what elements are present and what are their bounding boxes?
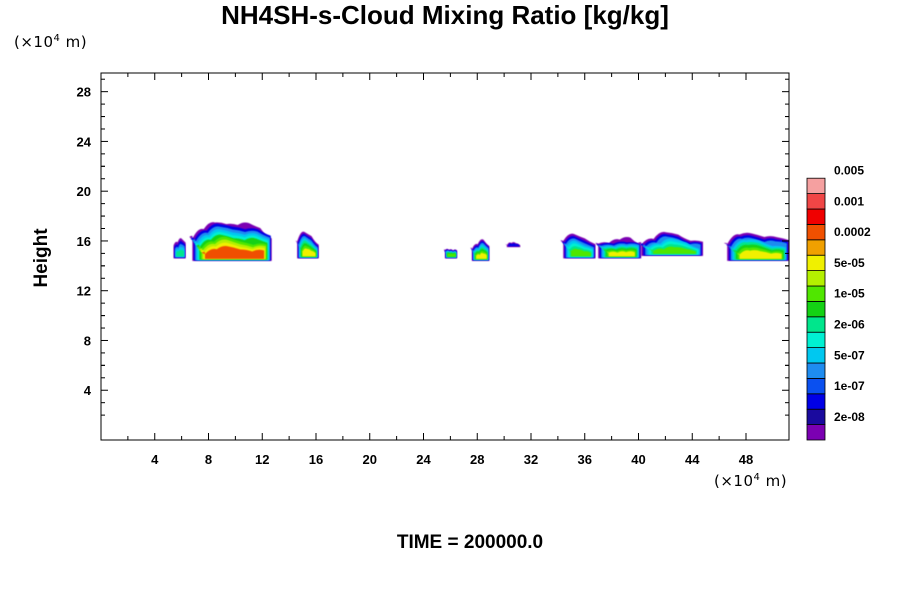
chart-title: NH4SH-s-Cloud Mixing Ratio [kg/kg] bbox=[221, 0, 669, 30]
y-tick-label: 8 bbox=[84, 333, 91, 348]
colorbar-swatch bbox=[806, 285, 826, 302]
cloud-blob bbox=[560, 233, 596, 259]
x-unit-exponent: 4 bbox=[753, 472, 761, 483]
cloud-contour bbox=[175, 249, 185, 257]
time-footer: TIME = 200000.0 bbox=[396, 532, 544, 553]
cloud-blob bbox=[638, 231, 703, 256]
colorbar-swatch bbox=[806, 208, 826, 225]
colorbar-swatch bbox=[806, 424, 826, 441]
cloud-contour bbox=[301, 248, 316, 257]
cloud-contour bbox=[475, 252, 487, 259]
colorbar-swatch bbox=[806, 223, 826, 241]
colorbar-swatch bbox=[806, 393, 826, 410]
cloud-contour bbox=[202, 245, 265, 259]
cloud-contour bbox=[446, 253, 456, 257]
cloud-contour bbox=[507, 243, 520, 247]
y-tick-label: 16 bbox=[77, 234, 91, 249]
colorbar-swatch bbox=[806, 362, 826, 379]
colorbar-label: 0.001 bbox=[834, 194, 864, 208]
x-tick-label: 20 bbox=[363, 452, 377, 467]
colorbar-label: 0.0002 bbox=[834, 225, 871, 239]
x-tick-label: 32 bbox=[524, 452, 538, 467]
x-tick-label: 4 bbox=[151, 452, 159, 467]
colorbar-swatch bbox=[806, 316, 826, 333]
cloud-blob bbox=[470, 239, 490, 261]
colorbar-swatch bbox=[806, 254, 826, 271]
cloud-blob bbox=[443, 248, 458, 259]
x-unit-label: (×104 m) bbox=[714, 472, 787, 490]
y-tick-label: 28 bbox=[77, 85, 91, 100]
cloud-field bbox=[172, 222, 789, 261]
cloud-contour bbox=[650, 246, 696, 254]
x-tick-label: 12 bbox=[255, 452, 269, 467]
cloud-blob bbox=[189, 222, 272, 261]
x-tick-label: 36 bbox=[578, 452, 592, 467]
y-unit-exponent: 4 bbox=[53, 33, 61, 44]
cloud-blob bbox=[724, 232, 789, 261]
colorbar-label: 5e-05 bbox=[834, 256, 865, 270]
y-tick-label: 20 bbox=[77, 184, 91, 199]
colorbar: 2e-08 1e-07 5e-07 2e-06 1e-05 5e-05 0.0002 0.00… bbox=[806, 164, 871, 441]
y-tick-label: 4 bbox=[84, 383, 92, 398]
colorbar-swatch bbox=[806, 347, 826, 364]
colorbar-swatch bbox=[806, 239, 826, 256]
colorbar-label: 2e-06 bbox=[834, 318, 865, 332]
x-tick-label: 8 bbox=[205, 452, 212, 467]
colorbar-swatch bbox=[806, 331, 826, 349]
y-tick-label: 12 bbox=[77, 284, 91, 299]
cloud-contour bbox=[569, 248, 591, 257]
x-tick-label: 24 bbox=[416, 452, 431, 467]
x-unit-prefix: (×10 bbox=[714, 472, 754, 490]
y-unit-label: (×104 m) bbox=[14, 33, 87, 51]
cloud-contour bbox=[606, 251, 635, 257]
y-tick-label: 24 bbox=[77, 134, 92, 149]
x-tick-label: 44 bbox=[685, 452, 700, 467]
cloud-blob bbox=[172, 238, 186, 259]
colorbar-label: 1e-07 bbox=[834, 379, 865, 393]
colorbar-label: 1e-05 bbox=[834, 287, 865, 301]
cloud-blob bbox=[295, 231, 319, 259]
x-tick-label: 40 bbox=[631, 452, 645, 467]
plot-frame bbox=[100, 72, 790, 441]
x-tick-label: 48 bbox=[739, 452, 753, 467]
colorbar-label: 0.005 bbox=[834, 164, 864, 178]
cloud-contour bbox=[736, 250, 782, 259]
x-tick-label: 16 bbox=[309, 452, 323, 467]
colorbar-swatch bbox=[806, 300, 826, 318]
cloud-blob bbox=[505, 242, 521, 248]
colorbar-swatch bbox=[806, 270, 826, 287]
cloud-blob bbox=[595, 236, 642, 259]
colorbar-swatch bbox=[806, 408, 826, 426]
y-unit-suffix: m) bbox=[60, 33, 88, 51]
x-unit-suffix: m) bbox=[760, 472, 788, 490]
colorbar-swatch bbox=[806, 177, 826, 194]
colorbar-label: 5e-07 bbox=[834, 348, 865, 362]
x-tick-label: 28 bbox=[470, 452, 484, 467]
colorbar-label: 2e-08 bbox=[834, 410, 865, 424]
colorbar-swatch bbox=[806, 193, 826, 210]
y-unit-prefix: (×10 bbox=[14, 33, 54, 51]
colorbar-swatch bbox=[806, 377, 826, 395]
